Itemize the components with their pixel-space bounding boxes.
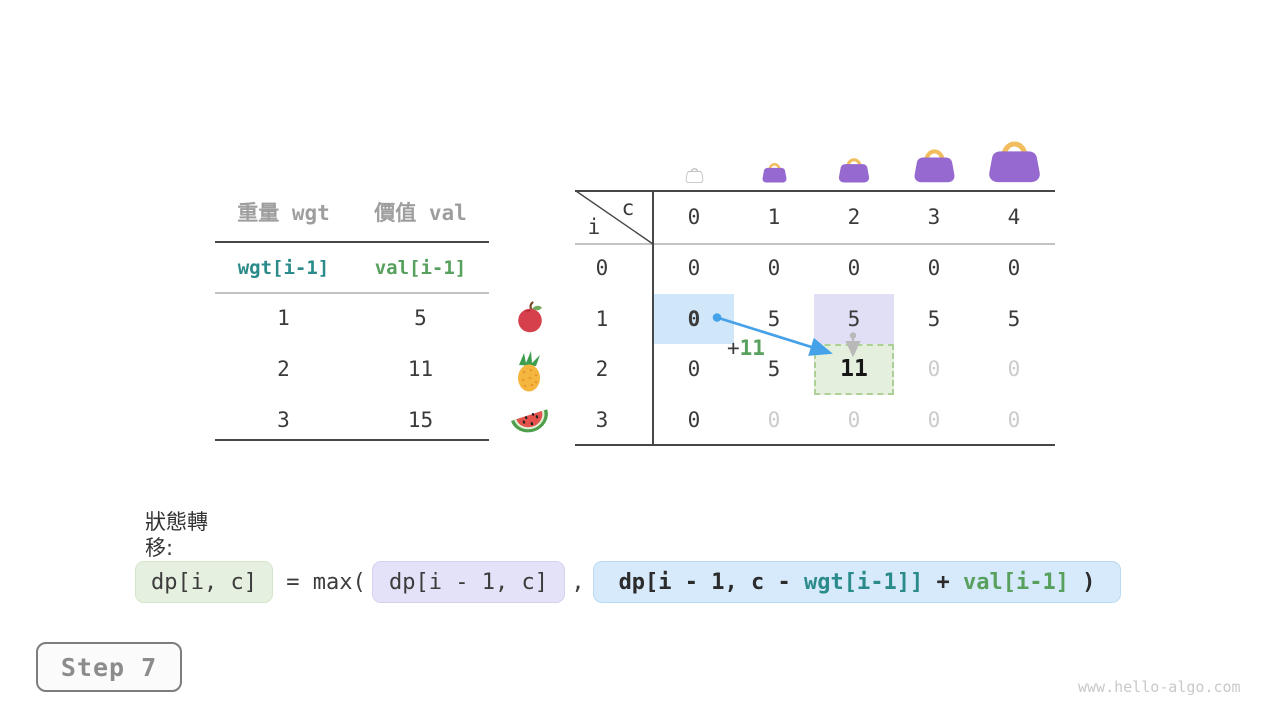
apple-icon <box>518 301 542 333</box>
dp-col-header-4: 4 <box>1007 205 1021 229</box>
dp-col-header-2: 2 <box>847 205 861 229</box>
dp-col-header-0: 0 <box>687 205 701 229</box>
dp-cell-2-4: 0 <box>1007 357 1021 382</box>
transition-gain-annotation: +11 <box>727 336 765 360</box>
dp-corner-col-label: c <box>621 196 635 220</box>
bag-icon-2 <box>838 158 870 183</box>
dp-bottom-border <box>575 444 1055 446</box>
dp-cell-3-1: 0 <box>767 407 781 432</box>
dp-row-header-1: 1 <box>595 306 609 331</box>
items-var-row: wgt[i-1] val[i-1] <box>215 246 489 290</box>
items-header-row: 重量 wgt 價值 val <box>215 194 489 232</box>
empty-bag-icon-0 <box>685 168 703 183</box>
bag-icon-4 <box>988 141 1040 183</box>
watermelon-icon <box>511 409 548 433</box>
gain-value: 11 <box>739 336 765 360</box>
items-value-0: 5 <box>414 306 427 330</box>
dp-cell-1-4: 5 <box>1007 306 1021 331</box>
items-row-1: 2 11 <box>215 344 489 394</box>
dp-vertical-divider <box>652 190 654 446</box>
take-part-wgt: wgt[i-1]] <box>804 569 924 595</box>
capacity-bags <box>575 0 1055 190</box>
take-part-plus: + <box>923 569 963 595</box>
dp-cell-3-2: 0 <box>847 407 861 432</box>
items-var-value: val[i-1] <box>374 257 467 279</box>
dp-cell-3-4: 0 <box>1007 407 1021 432</box>
pineapple-icon <box>518 351 540 392</box>
items-value-1: 11 <box>407 357 434 381</box>
dp-row-header-0: 0 <box>595 256 609 281</box>
formula-lhs: dp[i, c] <box>135 561 273 603</box>
step-badge: Step 7 <box>36 642 182 692</box>
dp-table: c i 0 1 2 3 4 0 1 2 3 0 0 0 0 0 0 5 5 5 5 0 5 11 0 0 0 0 0 0 0 <box>575 190 1055 446</box>
dp-cell-0-4: 0 <box>1007 256 1021 281</box>
formula-label: 狀態轉移: <box>145 510 208 560</box>
dp-cell-3-0: 0 <box>687 407 701 432</box>
items-col-weight-header: 重量 wgt <box>237 201 330 225</box>
dp-row-header-3: 3 <box>595 407 609 432</box>
items-row-2: 3 15 <box>215 395 489 445</box>
take-part-close: ) <box>1068 569 1096 595</box>
formula-take-option: dp[i - 1, c - wgt[i-1]] + val[i-1] ) <box>593 561 1121 603</box>
dp-cell-0-1: 0 <box>767 256 781 281</box>
bag-icon-3 <box>914 149 954 183</box>
dp-top-border <box>575 190 1055 192</box>
bag-icon-1 <box>762 163 786 183</box>
items-var-divider <box>215 292 489 294</box>
items-table: 重量 wgt 價值 val wgt[i-1] val[i-1] 1 5 2 11 3 15 <box>215 190 489 446</box>
dp-cell-2-0: 0 <box>687 357 701 382</box>
items-weight-0: 1 <box>277 306 290 330</box>
dp-cell-2-2: 11 <box>814 344 894 395</box>
items-weight-2: 3 <box>277 408 290 432</box>
dp-cell-0-0: 0 <box>687 256 701 281</box>
dp-corner-row-label: i <box>587 215 601 239</box>
dp-cell-1-0: 0 <box>654 293 734 344</box>
dp-cell-1-2: 5 <box>814 293 894 344</box>
items-header-divider <box>215 241 489 243</box>
items-var-weight: wgt[i-1] <box>237 257 330 279</box>
plus-sign: + <box>727 336 740 360</box>
items-value-2: 15 <box>407 408 434 432</box>
dp-cell-2-1: 5 <box>767 357 781 382</box>
items-col-value-header: 價值 val <box>374 201 467 225</box>
items-bottom-border <box>215 439 489 441</box>
take-part-val: val[i-1] <box>962 569 1069 595</box>
dp-col-header-1: 1 <box>767 205 781 229</box>
dp-corner-diagonal <box>575 190 654 245</box>
items-weight-1: 2 <box>277 357 290 381</box>
dp-cell-0-3: 0 <box>927 256 941 281</box>
formula-operator: = max( <box>286 569 366 595</box>
watermark: www.hello-algo.com <box>1078 678 1241 696</box>
dp-col-header-3: 3 <box>927 205 941 229</box>
dp-cell-3-3: 0 <box>927 407 941 432</box>
formula-keep-option: dp[i - 1, c] <box>372 561 565 603</box>
dp-row-header-2: 2 <box>595 357 609 382</box>
formula-separator: , <box>571 569 585 595</box>
dp-cell-1-3: 5 <box>927 306 941 331</box>
dp-cell-2-3: 0 <box>927 357 941 382</box>
dp-header-divider <box>575 243 1055 245</box>
take-part-dp: dp[i - 1, c - <box>618 569 804 595</box>
dp-cell-0-2: 0 <box>847 256 861 281</box>
